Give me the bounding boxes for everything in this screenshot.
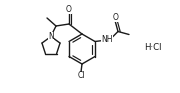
- Text: NH: NH: [101, 35, 113, 44]
- Text: Cl: Cl: [77, 72, 85, 81]
- Text: O: O: [66, 5, 72, 14]
- Text: N: N: [48, 32, 54, 40]
- Text: O: O: [113, 12, 119, 21]
- Text: H·Cl: H·Cl: [144, 43, 162, 52]
